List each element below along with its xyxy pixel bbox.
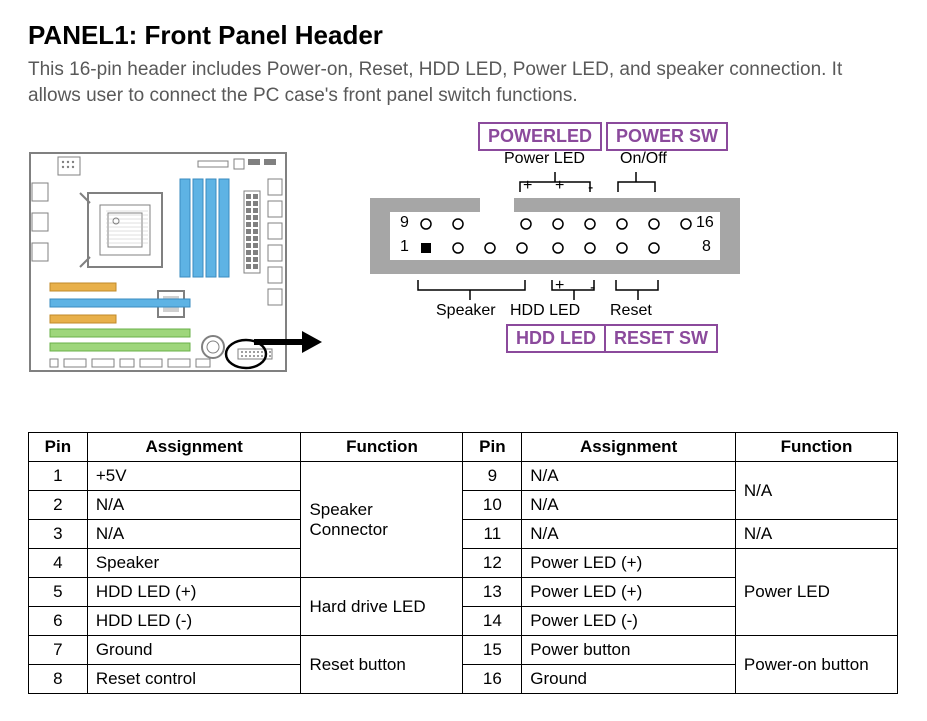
cell-func: N/A (735, 520, 897, 549)
cell-assign: +5V (87, 462, 301, 491)
cell-func: N/A (735, 462, 897, 520)
th-pin-2: Pin (463, 433, 522, 462)
pin-label-16: 16 (696, 214, 714, 232)
cell-pin: 15 (463, 636, 522, 665)
powerled-box: POWERLED (478, 122, 602, 151)
cell-func: Power-on button (735, 636, 897, 694)
th-func-2: Function (735, 433, 897, 462)
th-assign-1: Assignment (87, 433, 301, 462)
cell-pin: 13 (463, 578, 522, 607)
cell-func: Speaker Connector (301, 462, 463, 578)
arrow-icon (252, 327, 322, 357)
cell-pin: 8 (29, 665, 88, 694)
cell-assign: Power LED (+) (522, 578, 736, 607)
th-assign-2: Assignment (522, 433, 736, 462)
table-body: 1 +5V Speaker Connector 9 N/A N/A 2 N/A … (29, 462, 898, 694)
cell-pin: 12 (463, 549, 522, 578)
cell-assign: N/A (522, 520, 736, 549)
pin-label-8: 8 (702, 238, 711, 256)
hdd-led-sublabel: HDD LED (510, 302, 580, 320)
speaker-label: Speaker (436, 302, 496, 320)
pin-label-9: 9 (400, 214, 409, 232)
cell-assign: Reset control (87, 665, 301, 694)
cell-assign: Ground (522, 665, 736, 694)
cell-assign: N/A (522, 462, 736, 491)
cell-assign: N/A (87, 520, 301, 549)
cell-pin: 7 (29, 636, 88, 665)
cell-assign: Speaker (87, 549, 301, 578)
cell-func: Reset button (301, 636, 463, 694)
front-panel-header-diagram: POWERLED Power LED POWER SW On/Off + + - (330, 122, 830, 402)
diagram-row: POWERLED Power LED POWER SW On/Off + + - (28, 122, 899, 402)
pin-assignment-table: Pin Assignment Function Pin Assignment F… (28, 432, 898, 694)
cell-pin: 4 (29, 549, 88, 578)
motherboard-diagram (28, 151, 288, 373)
cell-pin: 1 (29, 462, 88, 491)
hdd-led-box: HDD LED (506, 324, 606, 353)
cell-assign: HDD LED (-) (87, 607, 301, 636)
description-text: This 16-pin header includes Power-on, Re… (28, 57, 899, 108)
cell-pin: 5 (29, 578, 88, 607)
cell-assign: N/A (87, 491, 301, 520)
table-row: 1 +5V Speaker Connector 9 N/A N/A (29, 462, 898, 491)
cell-func: Hard drive LED (301, 578, 463, 636)
cell-pin: 10 (463, 491, 522, 520)
cell-pin: 2 (29, 491, 88, 520)
table-row: 3 N/A 11 N/A N/A (29, 520, 898, 549)
reset-sublabel: Reset (610, 302, 652, 320)
cell-assign: Power LED (+) (522, 549, 736, 578)
polarity-plus-b: + (555, 277, 564, 295)
polarity-minus-b: - (590, 279, 595, 297)
cell-assign: HDD LED (+) (87, 578, 301, 607)
table-row: 4 Speaker 12 Power LED (+) Power LED (29, 549, 898, 578)
th-func-1: Function (301, 433, 463, 462)
cell-pin: 14 (463, 607, 522, 636)
cell-pin: 9 (463, 462, 522, 491)
cell-func: Power LED (735, 549, 897, 636)
cell-pin: 11 (463, 520, 522, 549)
cell-assign: Power button (522, 636, 736, 665)
powersw-sublabel: On/Off (620, 150, 667, 168)
cell-assign: Ground (87, 636, 301, 665)
cell-pin: 3 (29, 520, 88, 549)
powersw-box: POWER SW (606, 122, 728, 151)
page-title: PANEL1: Front Panel Header (28, 20, 899, 51)
pin-label-1: 1 (400, 238, 409, 256)
cell-assign: Power LED (-) (522, 607, 736, 636)
cell-pin: 16 (463, 665, 522, 694)
th-pin-1: Pin (29, 433, 88, 462)
table-row: 7 Ground Reset button 15 Power button Po… (29, 636, 898, 665)
reset-sw-box: RESET SW (604, 324, 718, 353)
powerled-sublabel: Power LED (504, 150, 585, 168)
cell-assign: N/A (522, 491, 736, 520)
cell-pin: 6 (29, 607, 88, 636)
table-header-row: Pin Assignment Function Pin Assignment F… (29, 433, 898, 462)
